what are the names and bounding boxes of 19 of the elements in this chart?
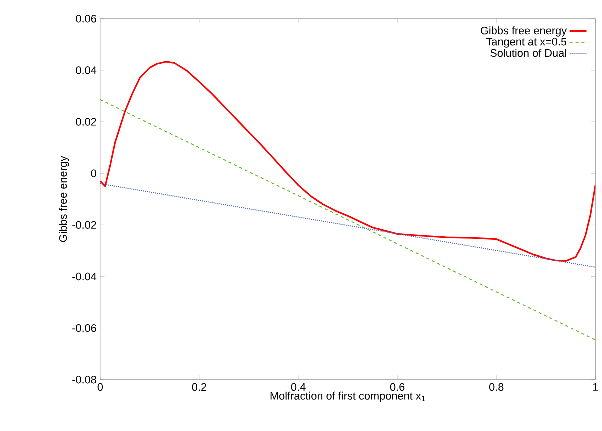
legend-label: Tangent at x=0.5 (486, 38, 567, 48)
legend-label: Gibbs free energy (480, 26, 568, 38)
y-tick-label: 0.04 (76, 66, 97, 75)
x-tick-label: 0.2 (192, 384, 207, 392)
y-tick-label: 0 (91, 170, 97, 178)
x-tick-label: 0.8 (489, 384, 504, 392)
y-tick-label: -0.02 (72, 222, 96, 230)
y-tick-label: -0.06 (72, 324, 96, 332)
x-axis-title: Molfraction of first component x$_{1}$ (270, 392, 426, 402)
x-tick-label: 0 (98, 384, 104, 392)
x-tick-label: 0.6 (390, 384, 405, 392)
y-tick-label: -0.04 (72, 273, 97, 281)
y-axis-title: Gibbs free energy (59, 156, 70, 242)
y-tick-label: 0.06 (76, 15, 96, 23)
x-tick-label: 0.4 (291, 384, 306, 392)
legend-label: Solution of Dual (490, 49, 566, 58)
y-tick-label: -0.08 (72, 376, 96, 384)
x-tick-label: 1 (593, 384, 598, 392)
y-tick-label: 0.02 (76, 118, 96, 126)
